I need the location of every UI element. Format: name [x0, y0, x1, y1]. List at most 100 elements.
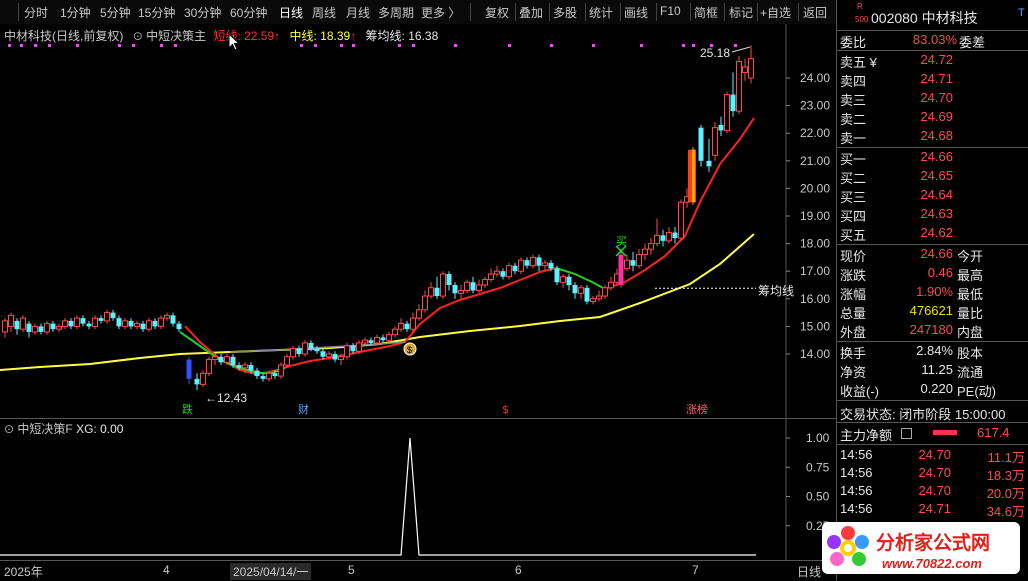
ask-price: 24.70	[920, 90, 953, 105]
weibi-row: 委比 83.03% 委差	[837, 31, 1028, 50]
toolbar-item-15[interactable]: 画线	[624, 6, 649, 20]
stat-label: 外盘	[840, 325, 867, 340]
tick-volume: 20.0万	[986, 486, 1025, 501]
candle	[140, 320, 146, 332]
toolbar-separator	[515, 3, 516, 21]
toolbar-separator	[18, 3, 19, 21]
bid-row[interactable]: 买二 24.65	[837, 167, 1028, 186]
toolbar-item-9[interactable]: 多周期	[378, 6, 415, 20]
candle	[152, 318, 158, 330]
toolbar-item-7[interactable]: 周线	[312, 6, 337, 20]
main-flow-row[interactable]: 主力净额 617.4	[837, 424, 1028, 443]
candle	[666, 227, 672, 244]
toolbar-item-18[interactable]: 标记	[729, 6, 754, 20]
toolbar-item-5[interactable]: 60分钟	[230, 6, 268, 20]
ask-row[interactable]: 卖五 ¥ 24.72	[837, 51, 1028, 70]
weibi-value: 83.03%	[912, 32, 957, 47]
stat-label: 总量	[840, 306, 867, 321]
bid-row[interactable]: 买五 24.62	[837, 224, 1028, 243]
candle	[698, 124, 704, 167]
candle	[278, 362, 284, 379]
ask-row[interactable]: 卖一 24.68	[837, 127, 1028, 146]
candle	[440, 271, 446, 299]
stat2-label: 收益(-)	[840, 384, 879, 399]
candle	[200, 370, 206, 388]
toolbar-item-4[interactable]: 30分钟	[184, 6, 222, 20]
candle	[410, 312, 416, 332]
toolbar-item-1[interactable]: 1分钟	[60, 6, 91, 20]
date-axis-label: 5	[348, 563, 355, 577]
stat-row: 涨跌 0.46 最高	[837, 264, 1028, 283]
bid-price: 24.62	[920, 225, 953, 240]
ask-label: 卖三	[840, 93, 867, 108]
toolbar-item-12[interactable]: 叠加	[519, 6, 544, 20]
date-axis-label[interactable]: 2025/04/14/一	[230, 563, 312, 580]
kline-chart[interactable]: 24.00 23.00 22.00 21.00 20.00 19.00 18.00 17.00…	[0, 24, 836, 419]
candle	[428, 282, 434, 299]
toolbar-item-20[interactable]: 返回	[803, 6, 828, 20]
candle	[596, 290, 602, 302]
toolbar-item-13[interactable]: 多股	[553, 6, 578, 20]
bid-label: 买一	[840, 152, 867, 167]
toolbar-separator	[585, 3, 586, 21]
toolbar-item-16[interactable]: F10	[660, 4, 681, 18]
stat-label-2: 今开	[957, 249, 984, 264]
ask-row[interactable]: 卖四 24.71	[837, 70, 1028, 89]
sub-indicator-name[interactable]: 中短决策F	[17, 422, 73, 436]
candle	[314, 345, 320, 354]
indicator-chart[interactable]: 1.000.750.500.25	[0, 419, 836, 560]
indicator-settings-icon-2[interactable]: ⊙	[4, 422, 15, 436]
toolbar-item-19[interactable]: +自选	[760, 6, 792, 20]
bid-label: 买四	[840, 209, 867, 224]
stat2-label-2: 流通	[957, 365, 984, 380]
bid-row[interactable]: 买三 24.64	[837, 186, 1028, 205]
ask-label: 卖四	[840, 74, 867, 89]
ask-row[interactable]: 卖三 24.70	[837, 89, 1028, 108]
stat-value: 24.66	[920, 246, 953, 261]
period-toolbar: 分时 1分钟 5分钟 15分钟 30分钟 60分钟 日线 周线 月线 多周期 更多 〉 复权 叠加 多股统…	[0, 0, 836, 25]
candle	[572, 282, 578, 299]
candle	[672, 227, 678, 244]
bid-row[interactable]: 买一 24.66	[837, 148, 1028, 167]
toolbar-item-2[interactable]: 5分钟	[100, 6, 131, 20]
indicator-settings-icon[interactable]: ⊙	[132, 29, 143, 43]
stat-value: 476621	[909, 303, 953, 318]
toolbar-item-11[interactable]: 复权	[485, 6, 510, 20]
toolbar-item-14[interactable]: 统计	[589, 6, 614, 20]
chip-line-value: 筹均线: 16.38	[365, 29, 439, 43]
candle	[566, 273, 572, 291]
candle	[92, 315, 98, 330]
date-axis-label: 日线	[797, 565, 822, 579]
candle	[590, 296, 596, 305]
candle	[730, 72, 736, 117]
candle	[660, 229, 666, 247]
price-tick-label: 21.00	[800, 154, 830, 168]
price-tick-label: 20.00	[800, 181, 830, 195]
toolbar-item-10[interactable]: 更多 〉	[421, 6, 461, 20]
toolbar-item-8[interactable]: 月线	[346, 6, 371, 20]
candle	[296, 345, 302, 357]
toolbar-item-3[interactable]: 15分钟	[138, 6, 176, 20]
toolbar-item-0[interactable]: 分时	[24, 6, 49, 20]
quote-menu-icon[interactable]: T	[1018, 7, 1025, 19]
bid-price: 24.64	[920, 187, 953, 202]
ask-row[interactable]: 卖二 24.69	[837, 108, 1028, 127]
xg-value: XG: 0.00	[76, 422, 124, 436]
candle	[362, 337, 368, 346]
indicator-tick-label: 0.75	[806, 460, 830, 474]
stat-label: 现价	[840, 249, 867, 264]
buy-signal-label: 买	[616, 235, 627, 248]
short-line-b	[604, 117, 755, 290]
candle	[176, 320, 182, 332]
toolbar-item-6[interactable]: 日线	[279, 6, 304, 20]
candle	[648, 238, 654, 255]
main-flow-list-icon[interactable]	[901, 428, 912, 439]
toolbar-item-17[interactable]: 简框	[694, 6, 719, 20]
candle	[56, 323, 62, 332]
price-tick-label: 23.00	[800, 99, 830, 113]
candle	[458, 285, 464, 299]
bid-row[interactable]: 买四 24.63	[837, 205, 1028, 224]
tick-price: 24.70	[918, 465, 951, 480]
main-indicator-name[interactable]: 中短决策主	[146, 29, 207, 43]
candle	[2, 318, 8, 338]
